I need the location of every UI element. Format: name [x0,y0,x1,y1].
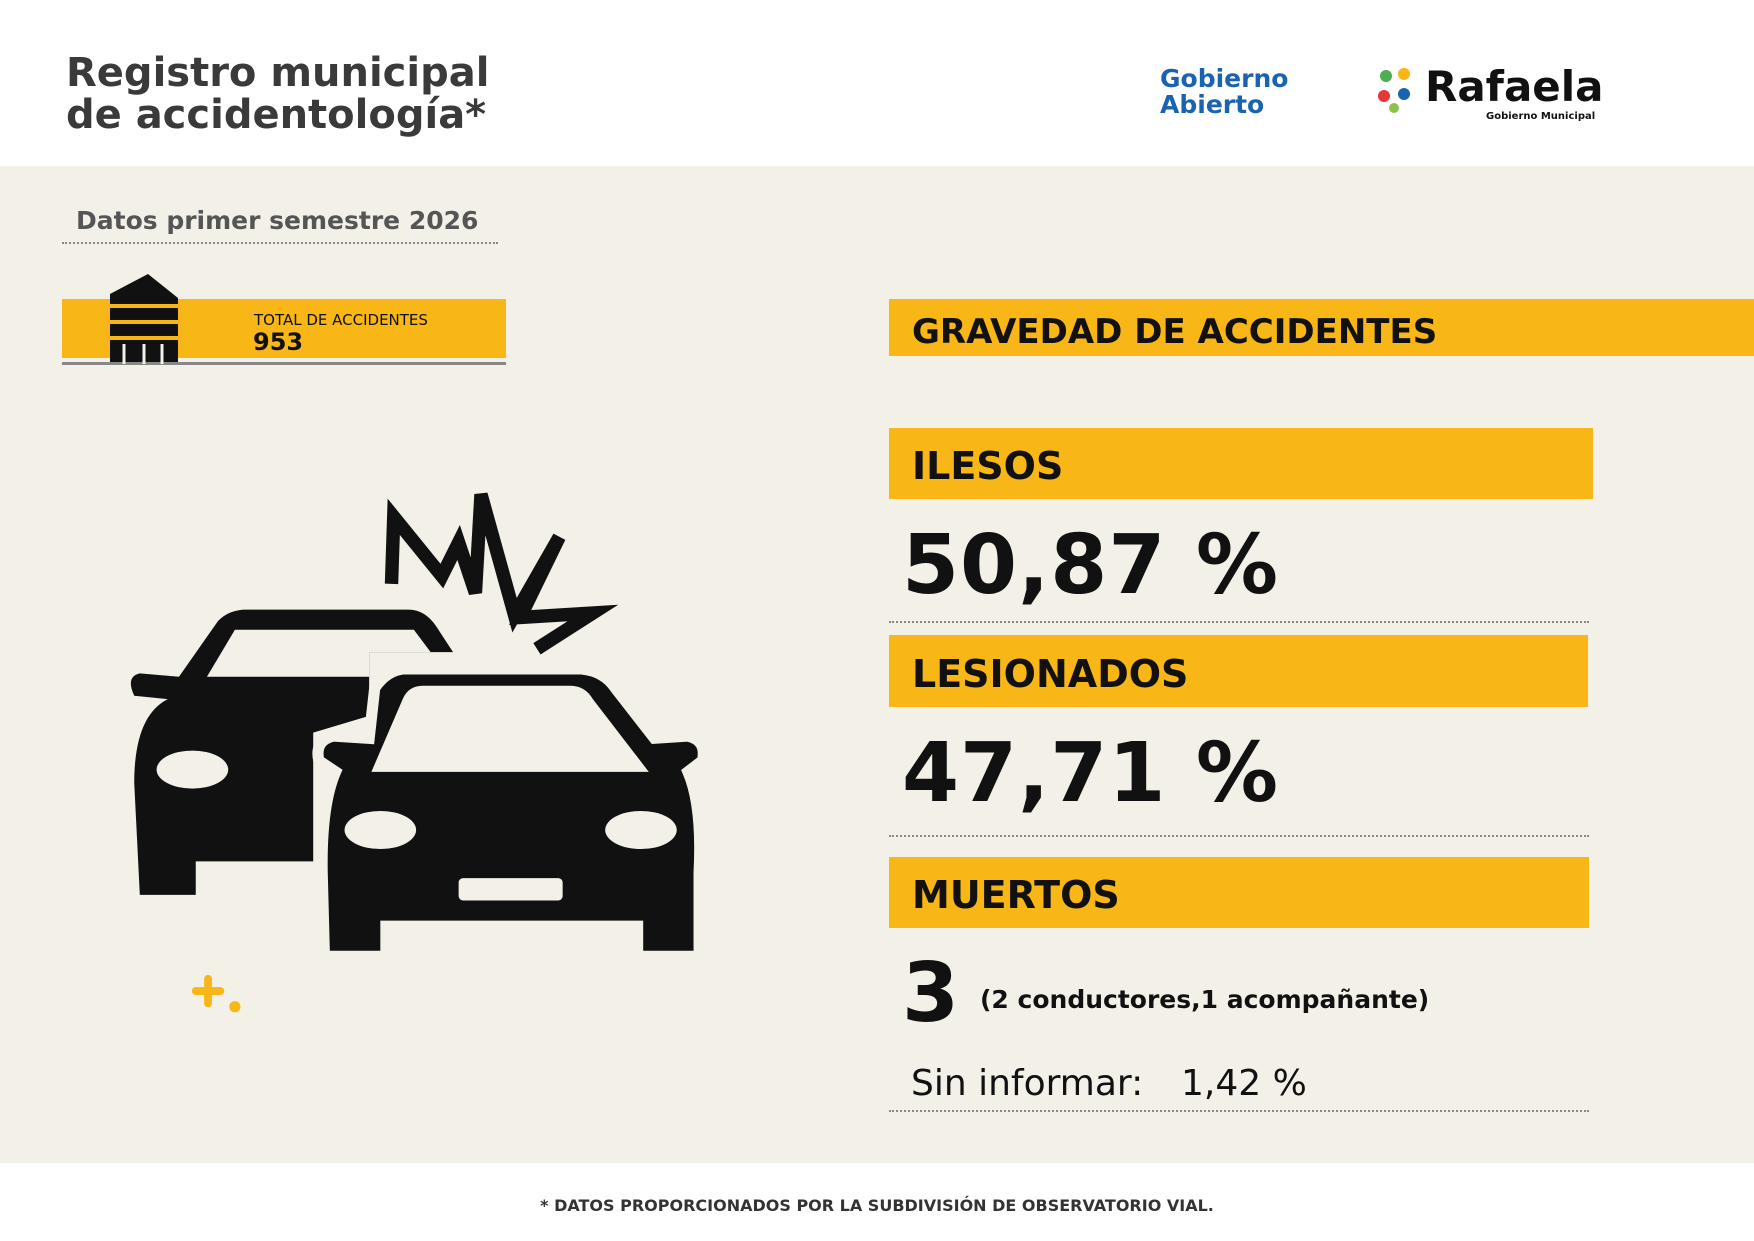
severity-title-bar [889,299,1754,356]
category-value: 3 [902,946,961,1041]
title-line: Registro municipal [66,50,490,96]
unreported-value: 1,42 % [1181,1063,1307,1104]
severity-title: GRAVEDAD DE ACCIDENTES [912,312,1438,352]
category-detail: (2 conductores,1 acompañante) [980,985,1430,1014]
logo-icon [1378,68,1410,113]
divider [889,1110,1589,1112]
logo-text: Gobierno [1160,64,1289,93]
category-bar [889,857,1589,928]
logo-gobierno-abierto: Gobierno Abierto [1160,66,1288,118]
category-label: MUERTOS [912,873,1120,917]
logo-rafaela: Rafaela [1425,62,1604,111]
category-bar [889,428,1593,499]
total-underline [62,362,506,365]
unreported-label: Sin informar: [911,1063,1144,1104]
title-line: de accidentología* [66,92,487,138]
header-title: Registro municipal de accidentología* [66,52,489,136]
category-value: 50,87 % [902,518,1280,613]
crash-illustration [130,492,709,1013]
total-value: 953 [253,328,304,356]
logo-text: Abierto [1160,90,1265,119]
divider [889,835,1589,837]
logo-sub: Gobierno Municipal [1486,111,1596,122]
category-value: 47,71 % [902,726,1280,821]
total-label: TOTAL DE ACCIDENTES [254,311,428,329]
period: Datos primer semestre 2026 [76,206,479,235]
category-label: ILESOS [912,444,1064,488]
category-bar [889,635,1588,707]
footnote: * DATOS PROPORCIONADOS POR LA SUBDIVISIÓ… [540,1196,1214,1215]
divider [889,621,1589,623]
building-icon [110,274,178,364]
divider [62,242,498,244]
category-label: LESIONADOS [912,652,1189,696]
